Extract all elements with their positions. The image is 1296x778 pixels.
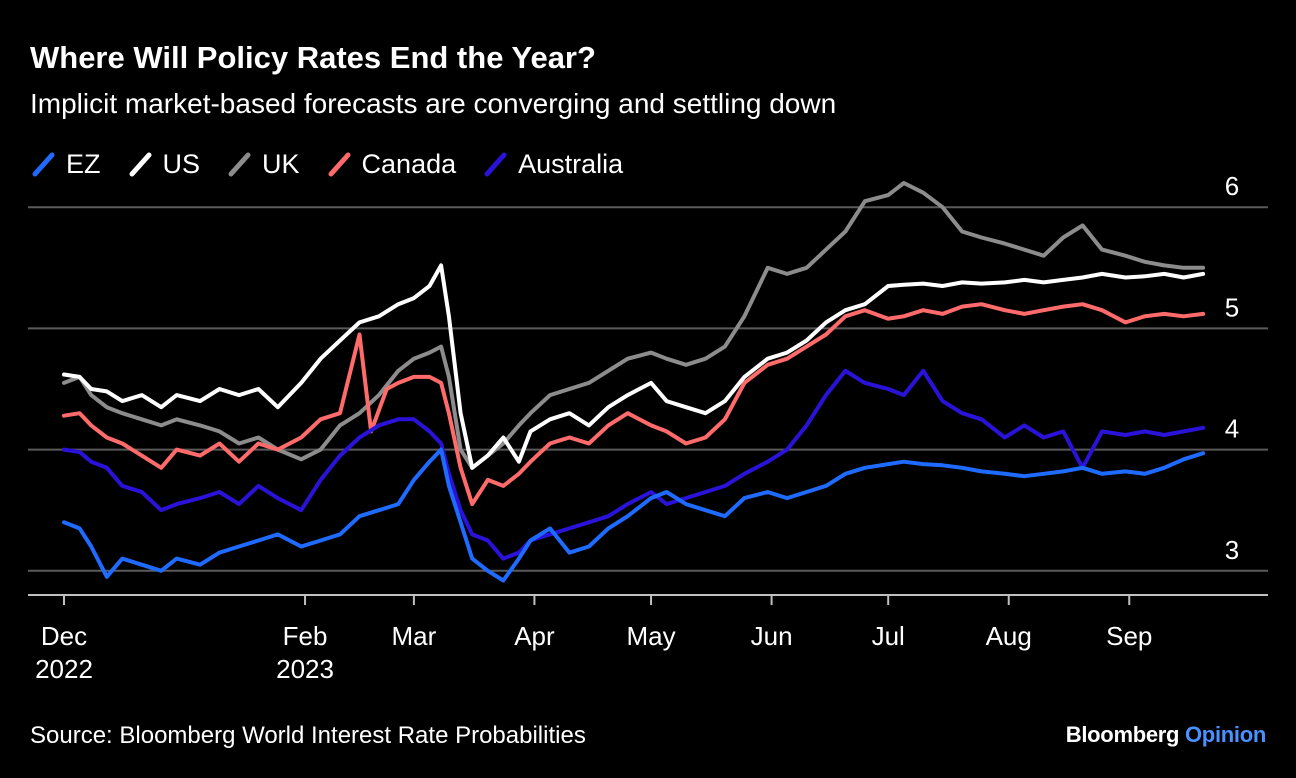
y-tick-label: 3 [1225,535,1239,565]
y-tick-label: 4 [1225,414,1239,444]
legend-item-uk: UK [226,149,300,180]
legend-label: UK [262,148,300,179]
series-line-australia [62,368,1206,561]
legend-label: Canada [361,148,457,179]
x-tick-label: May [626,621,675,651]
y-tick-label: 5 [1225,292,1239,322]
legend-item-us: US [127,148,201,180]
legend-swatch-canada [328,152,351,177]
x-tick-label: Aug [986,621,1032,651]
legend-swatch-uk [228,152,251,177]
x-tick-label-year: 2023 [276,654,334,684]
x-tick-label: Feb [283,621,328,651]
source-note: Source: Bloomberg World Interest Rate Pr… [30,722,586,749]
chart-legend: EZ US UK Canada Australia [30,146,649,182]
x-tick-label: Mar [392,621,437,651]
y-tick-label: 6 [1225,171,1239,201]
x-tick-label: Jun [751,621,793,651]
legend-item-australia: Australia [482,149,623,180]
chart-subtitle: Implicit market-based forecasts are conv… [30,88,837,119]
brand-logo: Bloomberg Opinion [1065,722,1267,748]
legend-label: EZ [66,148,101,179]
series-line-canada [62,302,1206,507]
legend-swatch-australia [484,152,507,177]
legend-label: Australia [518,148,624,179]
brand-primary: Bloomberg [1065,722,1180,747]
legend-label: US [162,148,201,179]
series-line-ez [62,447,1206,583]
series-line-uk [62,181,1206,470]
legend-swatch-ez [32,152,55,177]
x-tick-label: Sep [1106,621,1152,651]
legend-item-ez: EZ [30,149,101,180]
legend-swatch-us [129,152,152,177]
brand-accent: Opinion [1185,722,1266,747]
series-line-us [62,263,1206,470]
chart-title: Where Will Policy Rates End the Year? [30,40,596,75]
x-tick-label: Dec [41,621,87,651]
x-tick-label: Apr [514,621,555,651]
x-tick-label-year: 2022 [35,654,93,684]
legend-item-canada: Canada [326,148,457,180]
x-tick-label: Jul [872,621,905,651]
